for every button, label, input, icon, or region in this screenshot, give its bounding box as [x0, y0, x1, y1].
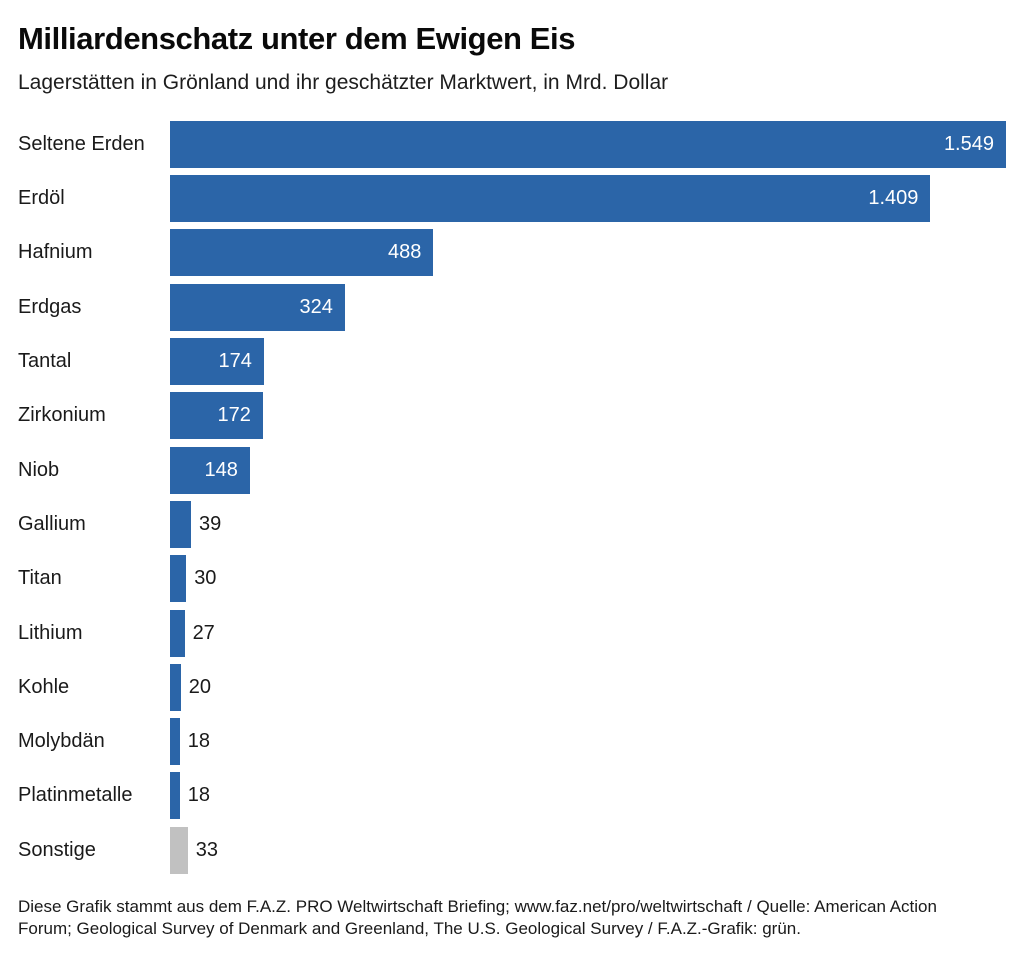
- category-label: Zirkonium: [18, 404, 106, 427]
- source-note-line1: Diese Grafik stammt aus dem F.A.Z. PRO W…: [18, 897, 937, 917]
- category-label: Hafnium: [18, 241, 93, 264]
- bar: 174: [170, 338, 264, 386]
- value-label: 39: [199, 512, 222, 535]
- source-note-line2: Forum; Geological Survey of Denmark and …: [18, 918, 801, 938]
- bar-track: 174: [170, 338, 1006, 386]
- value-label: 1.549: [943, 132, 994, 155]
- bar-row: Erdgas 324: [18, 280, 1006, 334]
- value-label: 488: [388, 241, 422, 264]
- bar: 1.409: [170, 175, 931, 223]
- value-label: 33: [195, 838, 219, 861]
- chart-title: Milliardenschatz unter dem Ewigen Eis: [18, 21, 576, 56]
- bar: [170, 826, 188, 874]
- horizontal-bar-chart: Seltene Erden 1.549 Erdöl 1.409 Hafnium 488 Er…: [18, 117, 1006, 877]
- value-label: 30: [194, 567, 217, 590]
- category-label: Gallium: [18, 512, 86, 535]
- bar: [170, 555, 187, 603]
- bar-track: 1.409: [170, 175, 1006, 223]
- category-label: Molybdän: [18, 730, 105, 753]
- category-label: Erdgas: [18, 295, 82, 318]
- bar-row: Erdöl 1.409: [18, 172, 1006, 226]
- bar: [170, 609, 185, 657]
- value-label: 174: [218, 350, 252, 373]
- bar-row: Molybdän 18: [18, 715, 1006, 769]
- category-label: Erdöl: [18, 187, 65, 210]
- value-label: 27: [192, 621, 215, 644]
- bar-track: 18: [170, 772, 1006, 820]
- bar-row: Titan 30: [18, 552, 1006, 606]
- bar: [170, 772, 180, 820]
- bar-track: 1.549: [170, 120, 1006, 168]
- bar-track: 27: [170, 609, 1006, 657]
- bar: 148: [170, 446, 250, 494]
- bar-track: 324: [170, 283, 1006, 331]
- bar-row: Kohle 20: [18, 660, 1006, 714]
- chart-page: Milliardenschatz unter dem Ewigen Eis La…: [18, 21, 1006, 939]
- bar: 324: [170, 283, 345, 331]
- bar-row: Zirkonium 172: [18, 389, 1006, 443]
- source-note: Diese Grafik stammt aus dem F.A.Z. PRO W…: [18, 896, 1006, 939]
- bar: 172: [170, 392, 263, 440]
- bar-row: Tantal 174: [18, 334, 1006, 388]
- bar-track: 30: [170, 555, 1006, 603]
- bar-track: 148: [170, 446, 1006, 494]
- bar-row: Platinmetalle 18: [18, 769, 1006, 823]
- bar: 1.549: [170, 120, 1006, 168]
- value-label: 172: [217, 404, 251, 427]
- bar: [170, 500, 192, 548]
- value-label: 18: [187, 784, 210, 807]
- bar-row: Hafnium 488: [18, 226, 1006, 280]
- bar-row: Gallium 39: [18, 497, 1006, 551]
- category-label: Lithium: [18, 621, 83, 644]
- bar-track: 18: [170, 718, 1006, 766]
- category-label: Seltene Erden: [18, 132, 145, 155]
- bar-track: 488: [170, 229, 1006, 277]
- bar-row: Sonstige 33: [18, 823, 1006, 877]
- bar-track: 20: [170, 663, 1006, 711]
- value-label: 18: [187, 730, 210, 753]
- category-label: Kohle: [18, 675, 70, 698]
- bar: 488: [170, 229, 434, 277]
- category-label: Titan: [18, 567, 62, 590]
- category-label: Niob: [18, 458, 60, 481]
- bar-track: 172: [170, 392, 1006, 440]
- category-label: Platinmetalle: [18, 784, 133, 807]
- bar-track: 33: [170, 826, 1006, 874]
- bar-track: 39: [170, 500, 1006, 548]
- category-label: Tantal: [18, 350, 72, 373]
- chart-subtitle: Lagerstätten in Grönland und ihr geschät…: [18, 71, 669, 95]
- value-label: 1.409: [868, 187, 919, 210]
- value-label: 148: [204, 458, 238, 481]
- bar-row: Niob 148: [18, 443, 1006, 497]
- bar-row: Seltene Erden 1.549: [18, 117, 1006, 171]
- bar: [170, 663, 181, 711]
- category-label: Sonstige: [18, 838, 96, 861]
- bar: [170, 718, 180, 766]
- value-label: 324: [299, 295, 333, 318]
- value-label: 20: [188, 675, 212, 698]
- bar-row: Lithium 27: [18, 606, 1006, 660]
